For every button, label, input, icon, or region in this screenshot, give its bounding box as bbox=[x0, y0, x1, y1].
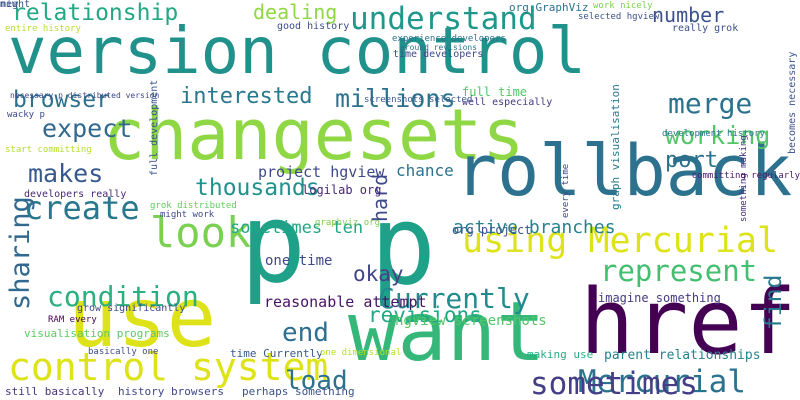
cloud-word-active-branches: active branches bbox=[453, 217, 616, 238]
cloud-word-chance: chance bbox=[396, 161, 454, 180]
cloud-word-using-mercurial: using Mercurial bbox=[462, 221, 779, 261]
cloud-word-experience-developers: experience developers bbox=[392, 34, 506, 44]
cloud-word-dealing: dealing bbox=[253, 0, 338, 24]
cloud-word-ram-every: RAM every bbox=[48, 315, 97, 325]
cloud-word-revisions: revisions bbox=[368, 303, 482, 327]
cloud-word-changesets: changesets bbox=[103, 94, 525, 176]
cloud-word-understand: understand bbox=[350, 1, 537, 37]
cloud-word-perhaps-something: perhaps something bbox=[242, 385, 355, 398]
cloud-word-control-system: control system bbox=[8, 345, 329, 389]
cloud-word-graph-visualisation: graph visualisation bbox=[609, 84, 622, 210]
cloud-word-project-hgview: project hgview bbox=[258, 163, 385, 181]
cloud-word-interested: interested bbox=[180, 84, 313, 109]
cloud-word-one-dimensional: one dimensional bbox=[320, 348, 402, 358]
cloud-word-p: p bbox=[370, 181, 437, 309]
cloud-word-good-history: good history bbox=[277, 21, 350, 32]
cloud-word-merge: merge bbox=[668, 87, 753, 120]
cloud-word-every-time: every time bbox=[561, 163, 571, 218]
cloud-word-really-grok: really grok bbox=[672, 23, 739, 34]
cloud-word-org-graphviz: org GraphViz bbox=[509, 1, 589, 14]
cloud-word-represent: represent bbox=[600, 254, 758, 288]
cloud-word-history-browsers: history browsers bbox=[118, 385, 224, 398]
cloud-word-necessary-p-distributed-version: necessary p distributed version bbox=[10, 91, 160, 100]
cloud-word-grok-distributed: grok distributed bbox=[150, 201, 237, 211]
cloud-word-becomes-necessary: becomes necessary bbox=[787, 51, 798, 154]
cloud-word-relationship: relationship bbox=[12, 0, 179, 26]
cloud-word-currently: Currently bbox=[378, 282, 530, 315]
cloud-word-version-control: version control bbox=[8, 15, 586, 89]
cloud-word-want: want bbox=[348, 285, 546, 380]
cloud-word-logilab-org: logilab org bbox=[302, 183, 382, 197]
cloud-word-sometimes: sometimes bbox=[530, 366, 698, 400]
cloud-word-okay: okay bbox=[353, 262, 404, 286]
cloud-word-development-history: development history bbox=[662, 129, 765, 139]
cloud-word-look: look bbox=[150, 208, 252, 257]
cloud-word-graphviz-org: graphviz org bbox=[315, 218, 381, 228]
cloud-word-thousands: thousands bbox=[195, 175, 320, 201]
cloud-word-makes: makes bbox=[28, 159, 104, 188]
cloud-word-time-developers: time developers bbox=[393, 49, 484, 60]
cloud-word-well-especially: well especially bbox=[462, 97, 553, 108]
cloud-word-expect: expect bbox=[42, 114, 133, 143]
cloud-word-still-basically: still basically bbox=[5, 385, 105, 398]
cloud-word-imagine-something: imagine something bbox=[598, 291, 721, 305]
cloud-word-mercurial: Mercurial bbox=[578, 364, 746, 400]
cloud-word-screenshots-selected: screenshots selected bbox=[364, 95, 473, 105]
cloud-word-number: number bbox=[652, 3, 725, 27]
cloud-word-end: end bbox=[282, 318, 329, 348]
cloud-word-sharing: sharing bbox=[5, 196, 36, 310]
cloud-word-condition: condition bbox=[47, 280, 199, 313]
cloud-word-making-use: making use bbox=[527, 348, 594, 361]
cloud-word-use: use bbox=[68, 271, 217, 366]
cloud-word-wacky-p: wacky p bbox=[7, 110, 45, 120]
cloud-word-create: create bbox=[24, 189, 140, 227]
cloud-word-rollback: rollback bbox=[455, 130, 793, 212]
cloud-word-developers-really: developers really bbox=[24, 189, 127, 200]
cloud-word-grow-significantly: grow significantly bbox=[77, 303, 186, 314]
cloud-word-basically-one: basically one bbox=[88, 347, 159, 357]
cloud-word-work-nicely: work nicely bbox=[593, 1, 653, 11]
cloud-word-might-work: might work bbox=[160, 210, 215, 220]
cloud-word-full-time: full time bbox=[462, 85, 528, 99]
cloud-word-parent-relationships: parent relationships bbox=[604, 348, 761, 363]
cloud-word-start-committing: start committing bbox=[5, 145, 92, 155]
cloud-word-reasonable-attempt: reasonable attempt bbox=[264, 293, 427, 311]
cloud-word-hgview-screenshots: hgview screenshots bbox=[395, 313, 547, 329]
cloud-word-load: load bbox=[285, 366, 348, 396]
cloud-word-millions: millions bbox=[335, 84, 456, 113]
cloud-word-working: working bbox=[665, 121, 771, 150]
cloud-word-p: p bbox=[240, 179, 307, 307]
cloud-word-one-time: one time bbox=[265, 253, 333, 269]
cloud-word-href: href bbox=[580, 270, 797, 375]
cloud-word-selected-hgview: selected hgview bbox=[578, 12, 660, 22]
cloud-word-browser: browser bbox=[13, 87, 110, 113]
cloud-word-around-revisions: around revisions bbox=[400, 43, 478, 52]
cloud-word-might: might bbox=[0, 0, 31, 10]
cloud-word-new: new bbox=[0, 0, 19, 10]
cloud-word-org-project: org project bbox=[452, 223, 532, 237]
cloud-word-entire-history: entire history bbox=[5, 24, 81, 34]
cloud-word-visualisation-programs: visualisation programs bbox=[24, 327, 170, 340]
cloud-word-sometimes-ten: sometimes ten bbox=[230, 218, 364, 238]
cloud-word-time-currently: time Currently bbox=[230, 347, 323, 360]
cloud-word-port: port bbox=[665, 148, 718, 173]
cloud-word-hard: hard bbox=[368, 173, 392, 222]
cloud-word-find: find bbox=[761, 274, 787, 330]
cloud-word-committing-regularly: committing regularly bbox=[691, 171, 800, 181]
